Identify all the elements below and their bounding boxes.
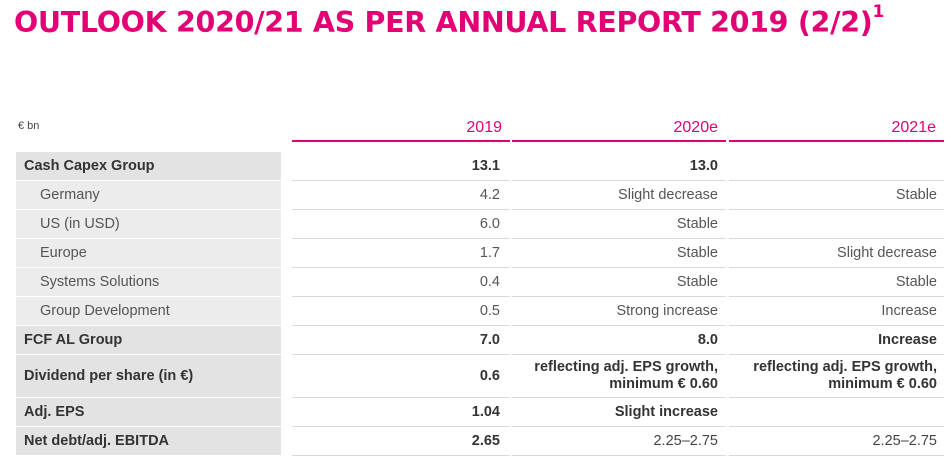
cell-2020e: Stable [676, 216, 718, 232]
cell-2020e: 13.0 [689, 158, 718, 174]
table-row-germany: Germany 4.2 Slight decrease Stable [0, 181, 951, 210]
row-label: FCF AL Group [16, 326, 281, 354]
row-label: Europe [16, 239, 281, 267]
cell-2021e: Slight decrease [837, 245, 937, 261]
cell-2019: 0.4 [479, 274, 500, 290]
table-row-us: US (in USD) 6.0 Stable [0, 210, 951, 239]
table-row-net-debt-ebitda: Net debt/adj. EBITDA 2.65 2.25–2.75 2.25… [0, 427, 951, 456]
row-divider [292, 354, 944, 355]
row-label: Dividend per share (in €) [16, 355, 281, 397]
table-row-group-development: Group Development 0.5 Strong increase In… [0, 297, 951, 326]
row-divider [292, 238, 944, 239]
table-row-dividend-per-share: Dividend per share (in €) 0.6 reflecting… [0, 355, 951, 398]
row-divider [292, 397, 944, 398]
cell-2019: 6.0 [479, 216, 500, 232]
cell-2020e: Strong increase [616, 303, 718, 319]
row-label: Adj. EPS [16, 398, 281, 426]
table-row-cash-capex-group: Cash Capex Group 13.1 13.0 [0, 152, 951, 181]
row-label: Net debt/adj. EBITDA [16, 427, 281, 455]
cell-2020e: Stable [676, 245, 718, 261]
column-gap [726, 152, 729, 456]
column-header-2021e: 2021e [729, 117, 944, 142]
cell-2019: 1.04 [471, 404, 500, 420]
cell-2021e [729, 152, 944, 180]
row-divider [292, 325, 944, 326]
cell-2020e: 8.0 [697, 332, 718, 348]
cell-2020e: 2.25–2.75 [653, 433, 718, 449]
cell-2021e: Stable [895, 187, 937, 203]
unit-label: € bn [18, 120, 40, 132]
cell-2019: 13.1 [471, 158, 500, 174]
cell-2020e: Slight decrease [618, 187, 718, 203]
page-title: OUTLOOK 2020/21 AS PER ANNUAL REPORT 201… [14, 2, 884, 39]
column-gap [510, 152, 512, 456]
cell-2020e: Stable [676, 274, 718, 290]
cell-2021e: reflecting adj. EPS growth, minimum € 0.… [729, 355, 944, 397]
row-label: US (in USD) [16, 210, 281, 238]
row-label: Cash Capex Group [16, 152, 281, 180]
title-footnote-marker: 1 [872, 2, 884, 22]
table-row-adj-eps: Adj. EPS 1.04 Slight increase [0, 398, 951, 427]
row-label: Group Development [16, 297, 281, 325]
cell-2021e-text: reflecting adj. EPS growth, minimum € 0.… [753, 359, 937, 392]
cell-2021e: Increase [878, 332, 937, 348]
row-divider [292, 209, 944, 210]
cell-2021e: Stable [895, 274, 937, 290]
row-divider [292, 180, 944, 181]
table-row-fcf-al-group: FCF AL Group 7.0 8.0 Increase [0, 326, 951, 355]
cell-2021e [729, 210, 944, 238]
row-divider [292, 296, 944, 297]
column-header-2019: 2019 [292, 117, 510, 142]
row-divider [292, 455, 944, 456]
column-header-2020e: 2020e [512, 117, 726, 142]
cell-2019: 0.5 [479, 303, 500, 319]
cell-2019: 0.6 [479, 368, 500, 384]
cell-2021e: 2.25–2.75 [872, 433, 937, 449]
cell-2019: 2.65 [471, 433, 500, 449]
cell-2021e: Increase [881, 303, 937, 319]
row-label: Systems Solutions [16, 268, 281, 296]
cell-2020e: Slight increase [614, 404, 718, 420]
cell-2020e-text: reflecting adj. EPS growth, minimum € 0.… [534, 359, 718, 392]
row-divider [292, 426, 944, 427]
table-row-europe: Europe 1.7 Stable Slight decrease [0, 239, 951, 268]
cell-2020e: reflecting adj. EPS growth, minimum € 0.… [512, 355, 726, 397]
table-row-systems-solutions: Systems Solutions 0.4 Stable Stable [0, 268, 951, 297]
row-label: Germany [16, 181, 281, 209]
cell-2019: 1.7 [479, 245, 500, 261]
cell-2021e [729, 398, 944, 426]
cell-2019: 4.2 [479, 187, 500, 203]
cell-2019: 7.0 [479, 332, 500, 348]
row-divider [292, 267, 944, 268]
